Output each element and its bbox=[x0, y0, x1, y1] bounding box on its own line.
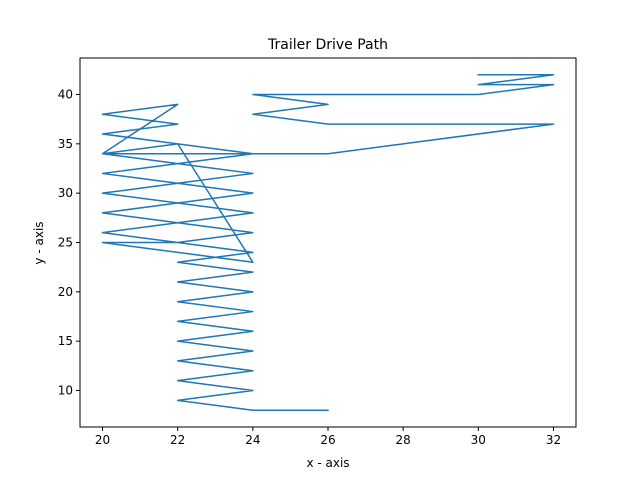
series-line bbox=[101, 74, 555, 411]
y-tick-label: 40 bbox=[58, 88, 73, 102]
y-axis: 10 15 20 25 30 35 40 bbox=[58, 88, 80, 397]
y-tick-label: 20 bbox=[58, 285, 73, 299]
x-tick-label: 24 bbox=[245, 433, 260, 447]
x-tick-label: 30 bbox=[471, 433, 486, 447]
x-tick-label: 22 bbox=[170, 433, 185, 447]
y-tick-label: 35 bbox=[58, 137, 73, 151]
y-tick-label: 10 bbox=[58, 383, 73, 397]
x-tick-label: 26 bbox=[320, 433, 335, 447]
y-tick-label: 25 bbox=[58, 236, 73, 250]
x-axis-title: x - axis bbox=[306, 456, 349, 470]
x-axis: 20 22 24 26 28 30 32 bbox=[95, 427, 561, 447]
y-tick-label: 30 bbox=[58, 186, 73, 200]
x-tick-label: 28 bbox=[396, 433, 411, 447]
x-tick-label: 32 bbox=[546, 433, 561, 447]
y-axis-title: y - axis bbox=[32, 221, 46, 264]
y-tick-label: 15 bbox=[58, 334, 73, 348]
chart-title: Trailer Drive Path bbox=[267, 37, 388, 53]
x-tick-label: 20 bbox=[95, 433, 110, 447]
plot-area bbox=[101, 74, 555, 411]
